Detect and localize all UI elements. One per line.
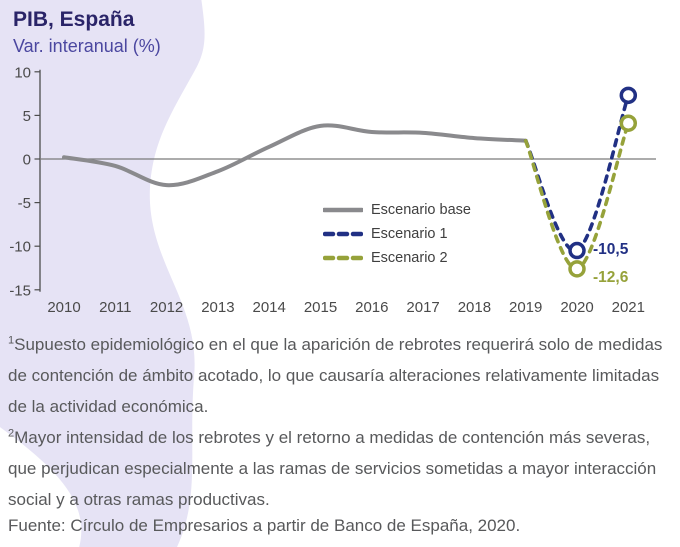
footnote-1-marker: 1 (8, 334, 15, 347)
data-point-marker (568, 260, 586, 278)
footnote-2: 2Mayor intensidad de los rebrotes y el r… (8, 422, 663, 515)
data-point-marker (619, 86, 638, 105)
source-line: Fuente: Círculo de Empresarios a partir … (8, 516, 521, 535)
y-tick-label: -15 (9, 282, 31, 299)
x-tick-label: 2019 (509, 299, 542, 316)
x-tick-label: 2017 (406, 299, 439, 316)
legend-swatch (323, 255, 363, 261)
chart-subtitle: Var. interanual (%) (13, 36, 161, 57)
chart-area: 10 5 0 -5 -10 -15 2010 2011 2012 2013 2014 2015 2016… (0, 62, 680, 324)
x-tick-label: 2020 (560, 299, 593, 316)
series-line-escenario-base (62, 123, 528, 188)
legend-item-escenario-2: Escenario 2 (323, 250, 471, 266)
x-tick-label: 2010 (47, 299, 80, 316)
footnote-2-marker: 2 (8, 427, 15, 440)
x-tick-label: 2013 (201, 299, 234, 316)
legend-swatch (323, 207, 363, 213)
data-point-marker (619, 114, 638, 132)
chart-legend: Escenario base Escenario 1 Escenario 2 (323, 202, 471, 266)
y-tick-label: 10 (14, 64, 31, 81)
x-tick-label: 2014 (253, 299, 286, 316)
x-tick-label: 2021 (612, 299, 645, 316)
data-point-marker (568, 241, 586, 260)
value-label-escenario-1: -10,5 (593, 240, 629, 258)
swoosh-shape (0, 0, 205, 547)
x-tick-label: 2015 (304, 299, 337, 316)
legend-item-escenario-base: Escenario base (323, 202, 471, 218)
footnote-1-text: Supuesto epidemiológico en el que la apa… (8, 335, 663, 416)
legend-swatch (323, 231, 363, 237)
y-tick-label: -5 (18, 195, 31, 212)
x-tick-label: 2016 (355, 299, 388, 316)
legend-label: Escenario 2 (371, 250, 448, 266)
y-tick-label: 5 (23, 108, 31, 125)
footnotes: 1Supuesto epidemiológico en el que la ap… (8, 329, 663, 515)
legend-label: Escenario base (371, 202, 471, 218)
value-label-escenario-2: -12,6 (593, 268, 629, 286)
footnote-1: 1Supuesto epidemiológico en el que la ap… (8, 329, 663, 422)
legend-label: Escenario 1 (371, 226, 448, 242)
footnote-2-text: Mayor intensidad de los rebrotes y el re… (8, 428, 657, 509)
y-tick-label: 0 (23, 152, 31, 169)
x-tick-label: 2011 (99, 299, 131, 316)
page-title: PIB, España (13, 8, 135, 31)
chart-header: PIB, España Var. interanual (%) (13, 8, 161, 57)
x-tick-label: 2012 (150, 299, 183, 316)
line-chart-canvas: 10 5 0 -5 -10 -15 2010 2011 2012 2013 2014 2015 2016… (9, 64, 656, 316)
legend-item-escenario-1: Escenario 1 (323, 226, 471, 242)
x-tick-label: 2018 (458, 299, 491, 316)
y-tick-label: -10 (9, 239, 31, 256)
